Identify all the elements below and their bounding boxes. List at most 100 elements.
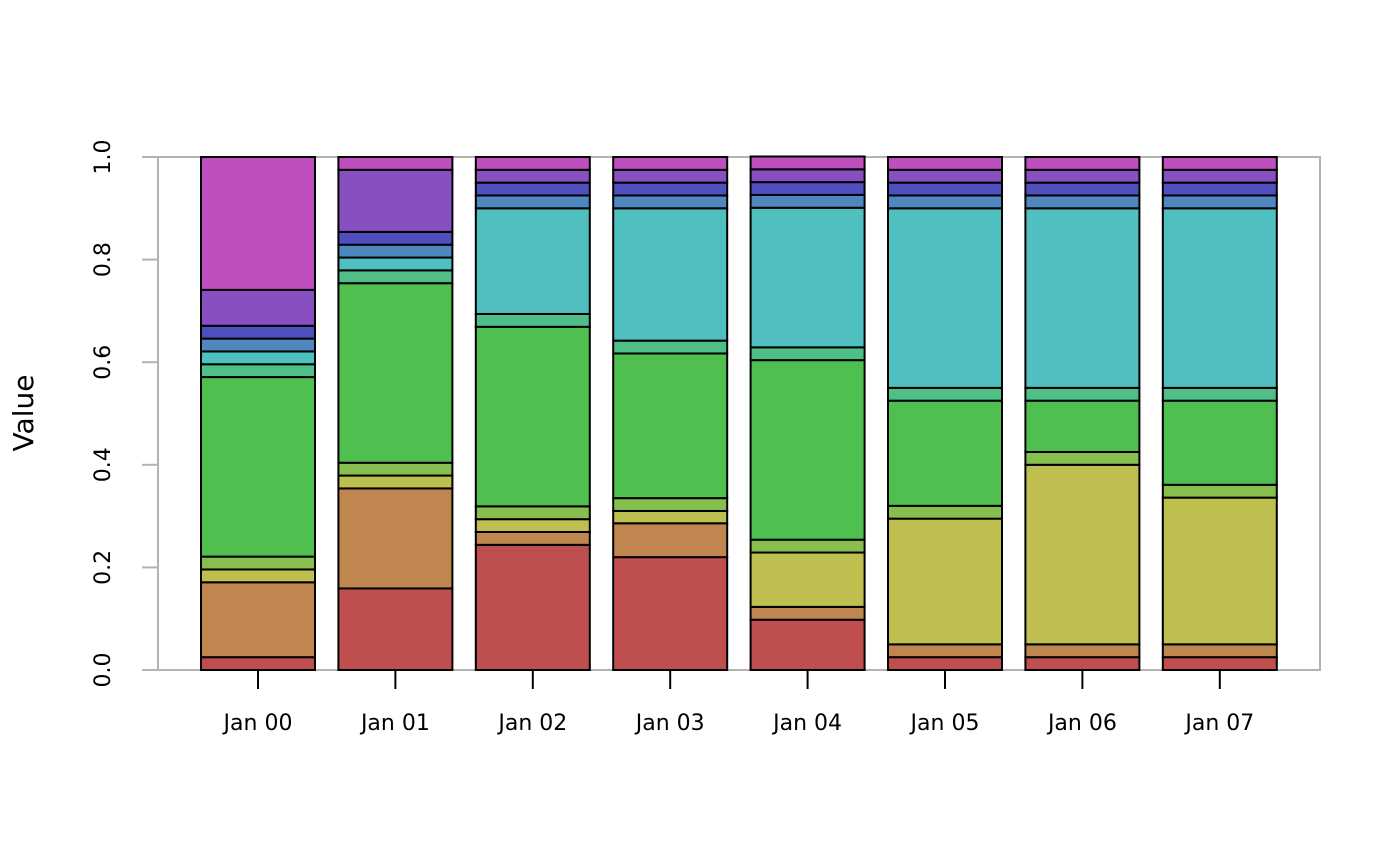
y-tick-label: 0.8 [91, 242, 116, 277]
x-tick-label: Jan 05 [909, 711, 980, 736]
y-tick-label: 0.0 [91, 653, 116, 688]
bar-segment-3-s3 [474, 518, 591, 533]
bar-segment-1-s2 [200, 581, 316, 659]
bar-segment-8-s11 [1161, 156, 1278, 171]
x-tick-label: Jan 01 [359, 711, 430, 736]
bar-segment-6-s1 [887, 656, 1003, 671]
bar-segment-1-s5 [200, 376, 316, 558]
bar-segment-1-s6 [200, 363, 316, 379]
bar-segment-6-s11 [887, 156, 1003, 171]
x-tick-label: Jan 03 [634, 711, 705, 736]
bar-segment-5-s4 [749, 538, 866, 554]
bar-segment-1-s9 [200, 324, 316, 340]
bar-segment-6-s10 [887, 168, 1003, 184]
x-axis: Jan 00 Jan 01 Jan 02 Jan 03 Jan 04 Jan 05 Jan … [222, 670, 1254, 736]
bar-segment-4-s8 [612, 194, 729, 210]
bar-segment-8-s7 [1161, 207, 1278, 389]
bar-segment-2-s9 [337, 230, 454, 246]
bar-segment-3-s6 [474, 312, 591, 328]
y-tick-label: 0.4 [91, 447, 116, 482]
x-tick-label: Jan 06 [1046, 711, 1117, 736]
bar-segment-3-s1 [474, 543, 591, 672]
bar-segment-8-s8 [1161, 194, 1278, 210]
bar-segment-4-s7 [612, 207, 729, 342]
bar-segment-6-s2 [887, 643, 1003, 659]
bar-segment-3-s10 [474, 168, 591, 184]
bar-segment-7-s2 [1024, 643, 1141, 659]
bar-segment-8-s2 [1161, 643, 1278, 659]
bar-segment-6-s9 [887, 181, 1003, 197]
bar-segment-4-s10 [612, 168, 729, 184]
bar-segment-2-s8 [337, 243, 454, 259]
x-tick-label: Jan 07 [1183, 711, 1254, 736]
bar-segment-7-s1 [1024, 656, 1141, 671]
bar-segment-4-s6 [612, 339, 729, 355]
bar-segment-1-s11 [200, 156, 316, 291]
bar-segment-3-s9 [474, 181, 591, 197]
bar-segment-7-s7 [1024, 207, 1141, 389]
bar-segment-6-s5 [887, 399, 1003, 507]
y-axis-title: Value [7, 375, 40, 452]
bar-segment-2-s2 [337, 487, 454, 590]
bar-segment-8-s9 [1161, 181, 1278, 197]
bar-segment-5-s10 [749, 168, 866, 184]
bar-segment-7-s4 [1024, 450, 1141, 466]
bar-segment-1-s8 [200, 337, 316, 353]
bar-segment-8-s1 [1161, 656, 1278, 671]
bar-segment-5-s6 [749, 346, 866, 362]
bar-segment-1-s10 [200, 288, 316, 327]
y-axis: 0.0 0.2 0.4 0.6 0.8 1.0 [91, 140, 159, 688]
bar-segment-5-s11 [749, 155, 866, 171]
bar-segment-3-s8 [474, 194, 591, 210]
bar-segment-6-s7 [887, 207, 1003, 389]
bar-segment-7-s9 [1024, 181, 1141, 197]
bar-segment-3-s2 [474, 531, 591, 546]
bar-segment-2-s5 [337, 282, 454, 464]
bar-segment-5-s1 [749, 618, 866, 671]
bar-segment-8-s4 [1161, 483, 1278, 499]
x-tick-label: Jan 04 [771, 711, 842, 736]
bar-segment-6-s3 [887, 517, 1003, 646]
bar-segment-6-s8 [887, 194, 1003, 210]
bar-segment-6-s6 [887, 386, 1003, 402]
bar-segment-4-s2 [612, 522, 729, 559]
bar-segment-3-s4 [474, 505, 591, 521]
y-tick-label: 0.6 [91, 345, 116, 380]
bar-segment-3-s7 [474, 207, 591, 315]
bar-segment-4-s4 [612, 497, 729, 512]
bar-segment-2-s6 [337, 269, 454, 285]
bar-segment-1-s4 [200, 555, 316, 571]
bar-segment-8-s3 [1161, 496, 1278, 646]
x-tick-label: Jan 02 [496, 711, 567, 736]
bar-segment-2-s11 [337, 156, 454, 171]
bar-segment-2-s10 [337, 168, 454, 233]
bar-segment-4-s5 [612, 352, 729, 500]
bar-segment-5-s8 [749, 193, 866, 209]
bar-segment-1-s1 [200, 656, 316, 671]
bar-segment-8-s5 [1161, 399, 1278, 486]
bar-segment-4-s9 [612, 181, 729, 197]
bar-segment-7-s11 [1024, 156, 1141, 171]
bar-segment-4-s11 [612, 156, 729, 171]
bar-segment-4-s1 [612, 556, 729, 672]
bar-segment-5-s7 [749, 206, 866, 349]
bar-segment-7-s5 [1024, 399, 1141, 453]
bar-segment-2-s1 [337, 587, 454, 671]
x-tick-label: Jan 00 [222, 711, 293, 736]
bar-segment-3-s5 [474, 325, 591, 508]
bar-segment-2-s3 [337, 474, 454, 490]
plot-frame [157, 156, 1321, 671]
bars-group [200, 155, 1278, 672]
bar-segment-3-s11 [474, 156, 591, 171]
bar-segment-7-s8 [1024, 194, 1141, 210]
bar-segment-7-s6 [1024, 386, 1141, 402]
bar-segment-4-s3 [612, 509, 729, 525]
bar-segment-6-s4 [887, 504, 1003, 520]
bar-segment-5-s3 [749, 551, 866, 608]
y-tick-label: 1.0 [91, 140, 116, 175]
bar-segment-2-s7 [337, 256, 454, 272]
bar-segment-1-s7 [200, 350, 316, 366]
bar-segment-5-s2 [749, 605, 866, 621]
y-tick-label: 0.2 [91, 550, 116, 585]
